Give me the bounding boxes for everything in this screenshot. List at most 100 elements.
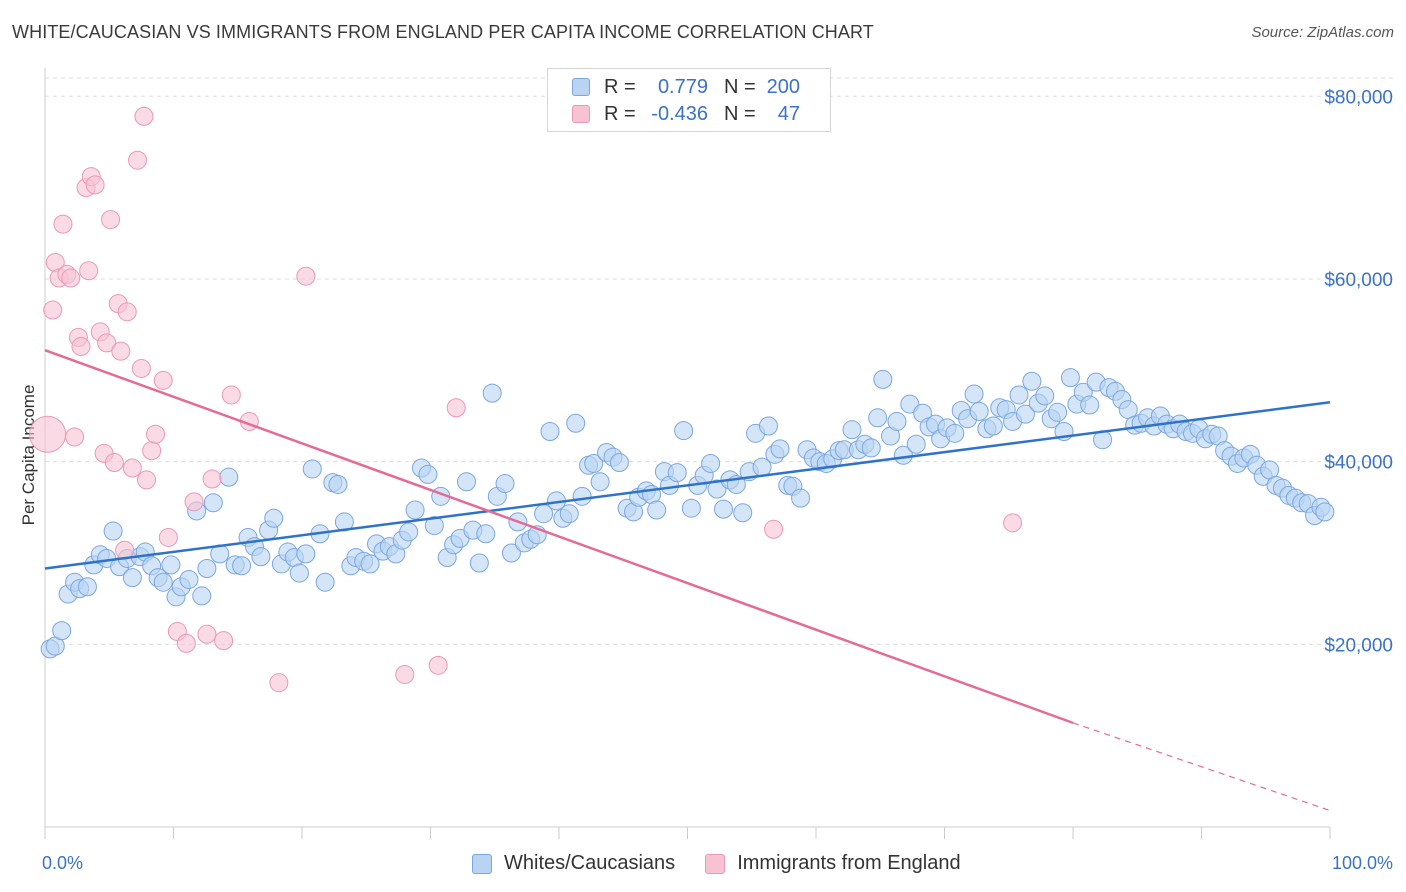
data-point-whites (887, 411, 907, 431)
data-point-whites (456, 472, 476, 492)
data-point-whites (424, 516, 444, 536)
series-legend: Whites/Caucasians Immigrants from Englan… (472, 852, 991, 875)
data-point-whites (399, 522, 419, 542)
data-point-whites (873, 369, 893, 389)
data-point-immigrants (71, 337, 91, 357)
data-point-immigrants (269, 673, 289, 693)
data-point-whites (418, 464, 438, 484)
data-point-whites (495, 474, 515, 494)
data-point-immigrants (146, 424, 166, 444)
data-point-immigrants (184, 492, 204, 512)
data-point-whites (1060, 368, 1080, 388)
data-point-immigrants (131, 358, 151, 378)
data-point-whites (559, 504, 579, 524)
correlation-legend: R = 0.779 N = 200 R = -0.436 N = 47 (547, 68, 831, 132)
data-point-whites (161, 555, 181, 575)
legend-swatch-pink (572, 105, 590, 123)
data-point-immigrants (65, 427, 85, 447)
data-point-immigrants (101, 210, 121, 230)
data-point-immigrants (214, 631, 234, 651)
data-point-immigrants (61, 268, 81, 288)
data-point-whites (405, 500, 425, 520)
data-point-immigrants (1003, 513, 1023, 533)
data-point-whites (791, 488, 811, 508)
data-point-whites (296, 544, 316, 564)
data-point-whites (667, 463, 687, 483)
data-point-immigrants (85, 175, 105, 195)
legend-swatch-blue (472, 853, 492, 874)
data-point-whites (701, 453, 721, 473)
data-point-whites (572, 486, 592, 506)
data-point-whites (264, 508, 284, 528)
data-point-immigrants (111, 341, 131, 361)
data-point-immigrants (137, 470, 157, 490)
data-point-whites (469, 553, 489, 573)
chart-title: WHITE/CAUCASIAN VS IMMIGRANTS FROM ENGLA… (12, 22, 874, 42)
legend-item-immigrants[interactable]: Immigrants from England (705, 852, 961, 875)
data-point-whites (1009, 385, 1029, 405)
legend-swatch-blue (572, 78, 590, 96)
data-point-whites (1015, 404, 1035, 424)
r-value: -0.436 (651, 102, 708, 125)
data-point-whites (501, 543, 521, 563)
y-tick-label: $20,000 (1324, 635, 1393, 656)
data-point-whites (964, 384, 984, 404)
data-point-whites (713, 499, 733, 519)
data-point-immigrants (395, 664, 415, 684)
y-tick-label: $60,000 (1324, 270, 1393, 291)
r-label: R = (604, 102, 636, 125)
data-point-immigrants (79, 261, 99, 281)
data-point-immigrants (296, 266, 316, 286)
data-point-whites (52, 621, 72, 641)
n-label: N = (724, 102, 756, 125)
legend-row-immigrants: R = -0.436 N = 47 (572, 102, 800, 126)
data-point-whites (153, 572, 173, 592)
data-point-whites (900, 394, 920, 414)
legend-label-whites: Whites/Caucasians (504, 852, 676, 874)
n-label: N = (724, 75, 756, 98)
data-point-whites (360, 554, 380, 574)
legend-label-immigrants: Immigrants from England (737, 852, 961, 874)
data-point-whites (482, 383, 502, 403)
data-point-whites (584, 453, 604, 473)
data-point-whites (77, 577, 97, 597)
r-value: 0.779 (657, 75, 708, 98)
data-point-whites (1035, 386, 1055, 406)
data-point-immigrants (158, 527, 178, 547)
data-point-whites (476, 524, 496, 544)
y-axis-label: Per Capita Income (19, 385, 38, 526)
data-point-immigrants (221, 385, 241, 405)
data-point-whites (983, 416, 1003, 436)
legend-row-whites: R = 0.779 N = 200 (572, 75, 800, 99)
data-point-whites (861, 438, 881, 458)
data-point-immigrants (128, 150, 148, 170)
legend-item-whites[interactable]: Whites/Caucasians (472, 852, 675, 875)
data-point-whites (969, 401, 989, 421)
data-point-immigrants (142, 441, 162, 461)
data-point-whites (289, 563, 309, 583)
y-tick-label: $80,000 (1324, 87, 1393, 108)
data-point-whites (1315, 502, 1335, 522)
data-point-immigrants (153, 370, 173, 390)
data-point-whites (733, 503, 753, 523)
data-point-whites (103, 521, 123, 541)
trendline-whites (44, 401, 1331, 570)
data-point-whites (1080, 395, 1100, 415)
data-point-whites (197, 559, 217, 579)
data-point-whites (945, 423, 965, 443)
y-tick-label: $40,000 (1324, 453, 1393, 474)
data-point-immigrants (122, 458, 142, 478)
r-label: R = (604, 75, 636, 98)
data-point-whites (707, 479, 727, 499)
n-value: 47 (777, 102, 800, 125)
data-point-whites (906, 434, 926, 454)
data-point-whites (122, 568, 142, 588)
data-point-whites (251, 547, 271, 567)
data-point-immigrants (43, 300, 63, 320)
data-point-immigrants (97, 333, 117, 353)
data-point-whites (540, 421, 560, 441)
n-value: 200 (766, 75, 800, 98)
data-point-whites (770, 439, 790, 459)
trendline-immigrants-extension (1072, 722, 1331, 812)
